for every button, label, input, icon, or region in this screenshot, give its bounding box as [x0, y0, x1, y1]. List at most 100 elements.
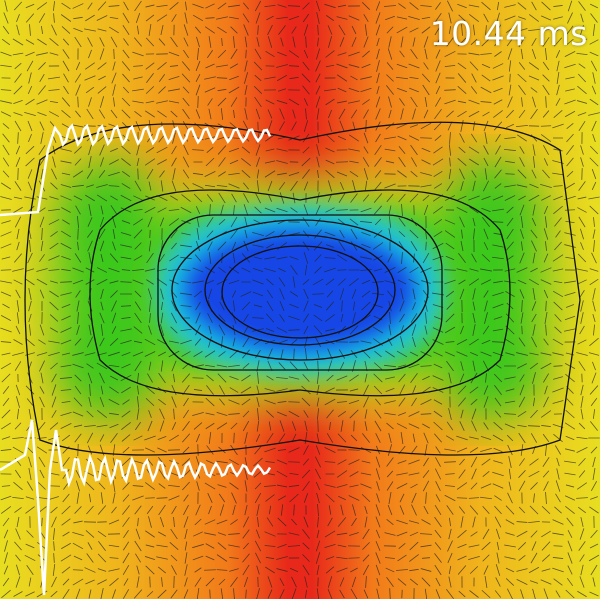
vector-arrow [254, 192, 262, 204]
vector-arrow [86, 184, 94, 188]
vector-arrow [312, 293, 324, 295]
vector-arrow [149, 576, 151, 588]
vector-arrow [121, 97, 131, 107]
vector-arrow [28, 324, 32, 336]
vector-arrow [315, 48, 321, 60]
vector-arrow [324, 231, 336, 237]
vector-arrow [15, 325, 21, 335]
vector-arrow [506, 206, 514, 214]
vector-arrow [327, 517, 333, 527]
vector-arrow [87, 445, 93, 455]
vector-arrow [349, 170, 359, 178]
vector-arrow [317, 503, 319, 517]
vector-arrow [195, 240, 201, 252]
vector-arrow [228, 147, 240, 153]
vector-arrow [339, 120, 345, 132]
vector-arrow [217, 532, 227, 536]
vector-arrow [204, 184, 216, 188]
vector-arrow [87, 2, 93, 10]
vector-arrow [496, 552, 500, 564]
vector-arrow [444, 89, 456, 91]
vector-arrow [529, 352, 539, 356]
vector-arrow [72, 578, 84, 586]
vector-arrow [96, 184, 108, 188]
vector-arrow [14, 120, 22, 132]
vector-arrow [276, 74, 288, 82]
vector-arrow [98, 109, 106, 119]
vector-arrow [362, 157, 370, 167]
vector-arrow [148, 325, 152, 335]
vector-arrow [434, 553, 442, 563]
vector-arrow [316, 12, 320, 24]
vector-arrow [229, 568, 239, 572]
vector-arrow [337, 87, 347, 93]
vector-arrow [218, 446, 226, 454]
vector-arrow [352, 180, 356, 192]
vector-arrow [372, 242, 384, 250]
vector-arrow [120, 207, 132, 213]
vector-arrow [435, 85, 441, 95]
vector-arrow [1, 220, 11, 224]
vector-arrow [84, 75, 96, 81]
vector-arrow [324, 257, 336, 259]
vector-arrow [564, 244, 576, 248]
vector-arrow [516, 124, 528, 128]
vector-arrow [48, 269, 60, 271]
vector-arrow [592, 24, 596, 36]
vector-arrow [589, 268, 599, 272]
vector-arrow [564, 472, 576, 476]
vector-arrow [242, 564, 250, 576]
vector-arrow [545, 324, 547, 336]
vector-arrow [0, 291, 12, 297]
vector-arrow [76, 492, 80, 504]
vector-arrow [12, 352, 24, 356]
vector-arrow [182, 108, 190, 120]
vector-arrow [158, 73, 166, 83]
vector-arrow [145, 147, 155, 153]
vector-arrow [1, 589, 11, 599]
vector-arrow [339, 577, 345, 587]
vector-arrow [2, 386, 10, 394]
vector-arrow [88, 252, 92, 264]
vector-arrow [592, 288, 596, 300]
vector-arrow [97, 579, 107, 585]
vector-arrow [196, 36, 200, 48]
vector-arrow [169, 472, 179, 476]
vector-arrow [73, 27, 83, 33]
vector-arrow [264, 160, 276, 164]
vector-arrow [158, 457, 166, 467]
vector-arrow [288, 172, 300, 176]
vector-arrow [85, 14, 95, 22]
vector-arrow [590, 529, 598, 539]
vector-arrow [470, 456, 478, 468]
vector-arrow [265, 50, 275, 58]
vector-arrow [122, 25, 130, 35]
vector-arrow [374, 170, 382, 178]
vector-arrow [481, 541, 491, 551]
vector-arrow [482, 471, 490, 477]
vector-arrow [279, 577, 285, 587]
vector-arrow [133, 326, 143, 334]
vector-arrow [48, 208, 60, 212]
vector-arrow [277, 449, 287, 451]
vector-arrow [446, 505, 454, 515]
vector-arrow [180, 206, 192, 214]
vector-arrow [192, 14, 204, 22]
vector-arrow [362, 564, 370, 576]
vector-arrow [398, 397, 406, 407]
vector-arrow [399, 98, 405, 106]
vector-arrow [398, 193, 406, 203]
vector-arrow [257, 372, 259, 384]
vector-arrow [384, 532, 396, 536]
vector-arrow [472, 180, 476, 192]
vector-arrow [373, 385, 383, 395]
vector-arrow [360, 207, 372, 213]
vector-arrow [339, 288, 345, 300]
vector-arrow [494, 169, 502, 179]
vector-arrow [506, 37, 514, 47]
vector-arrow [157, 207, 167, 213]
vector-arrow [349, 484, 359, 488]
vector-arrow [459, 373, 465, 383]
vector-arrow [411, 324, 417, 336]
vector-arrow [484, 312, 488, 324]
